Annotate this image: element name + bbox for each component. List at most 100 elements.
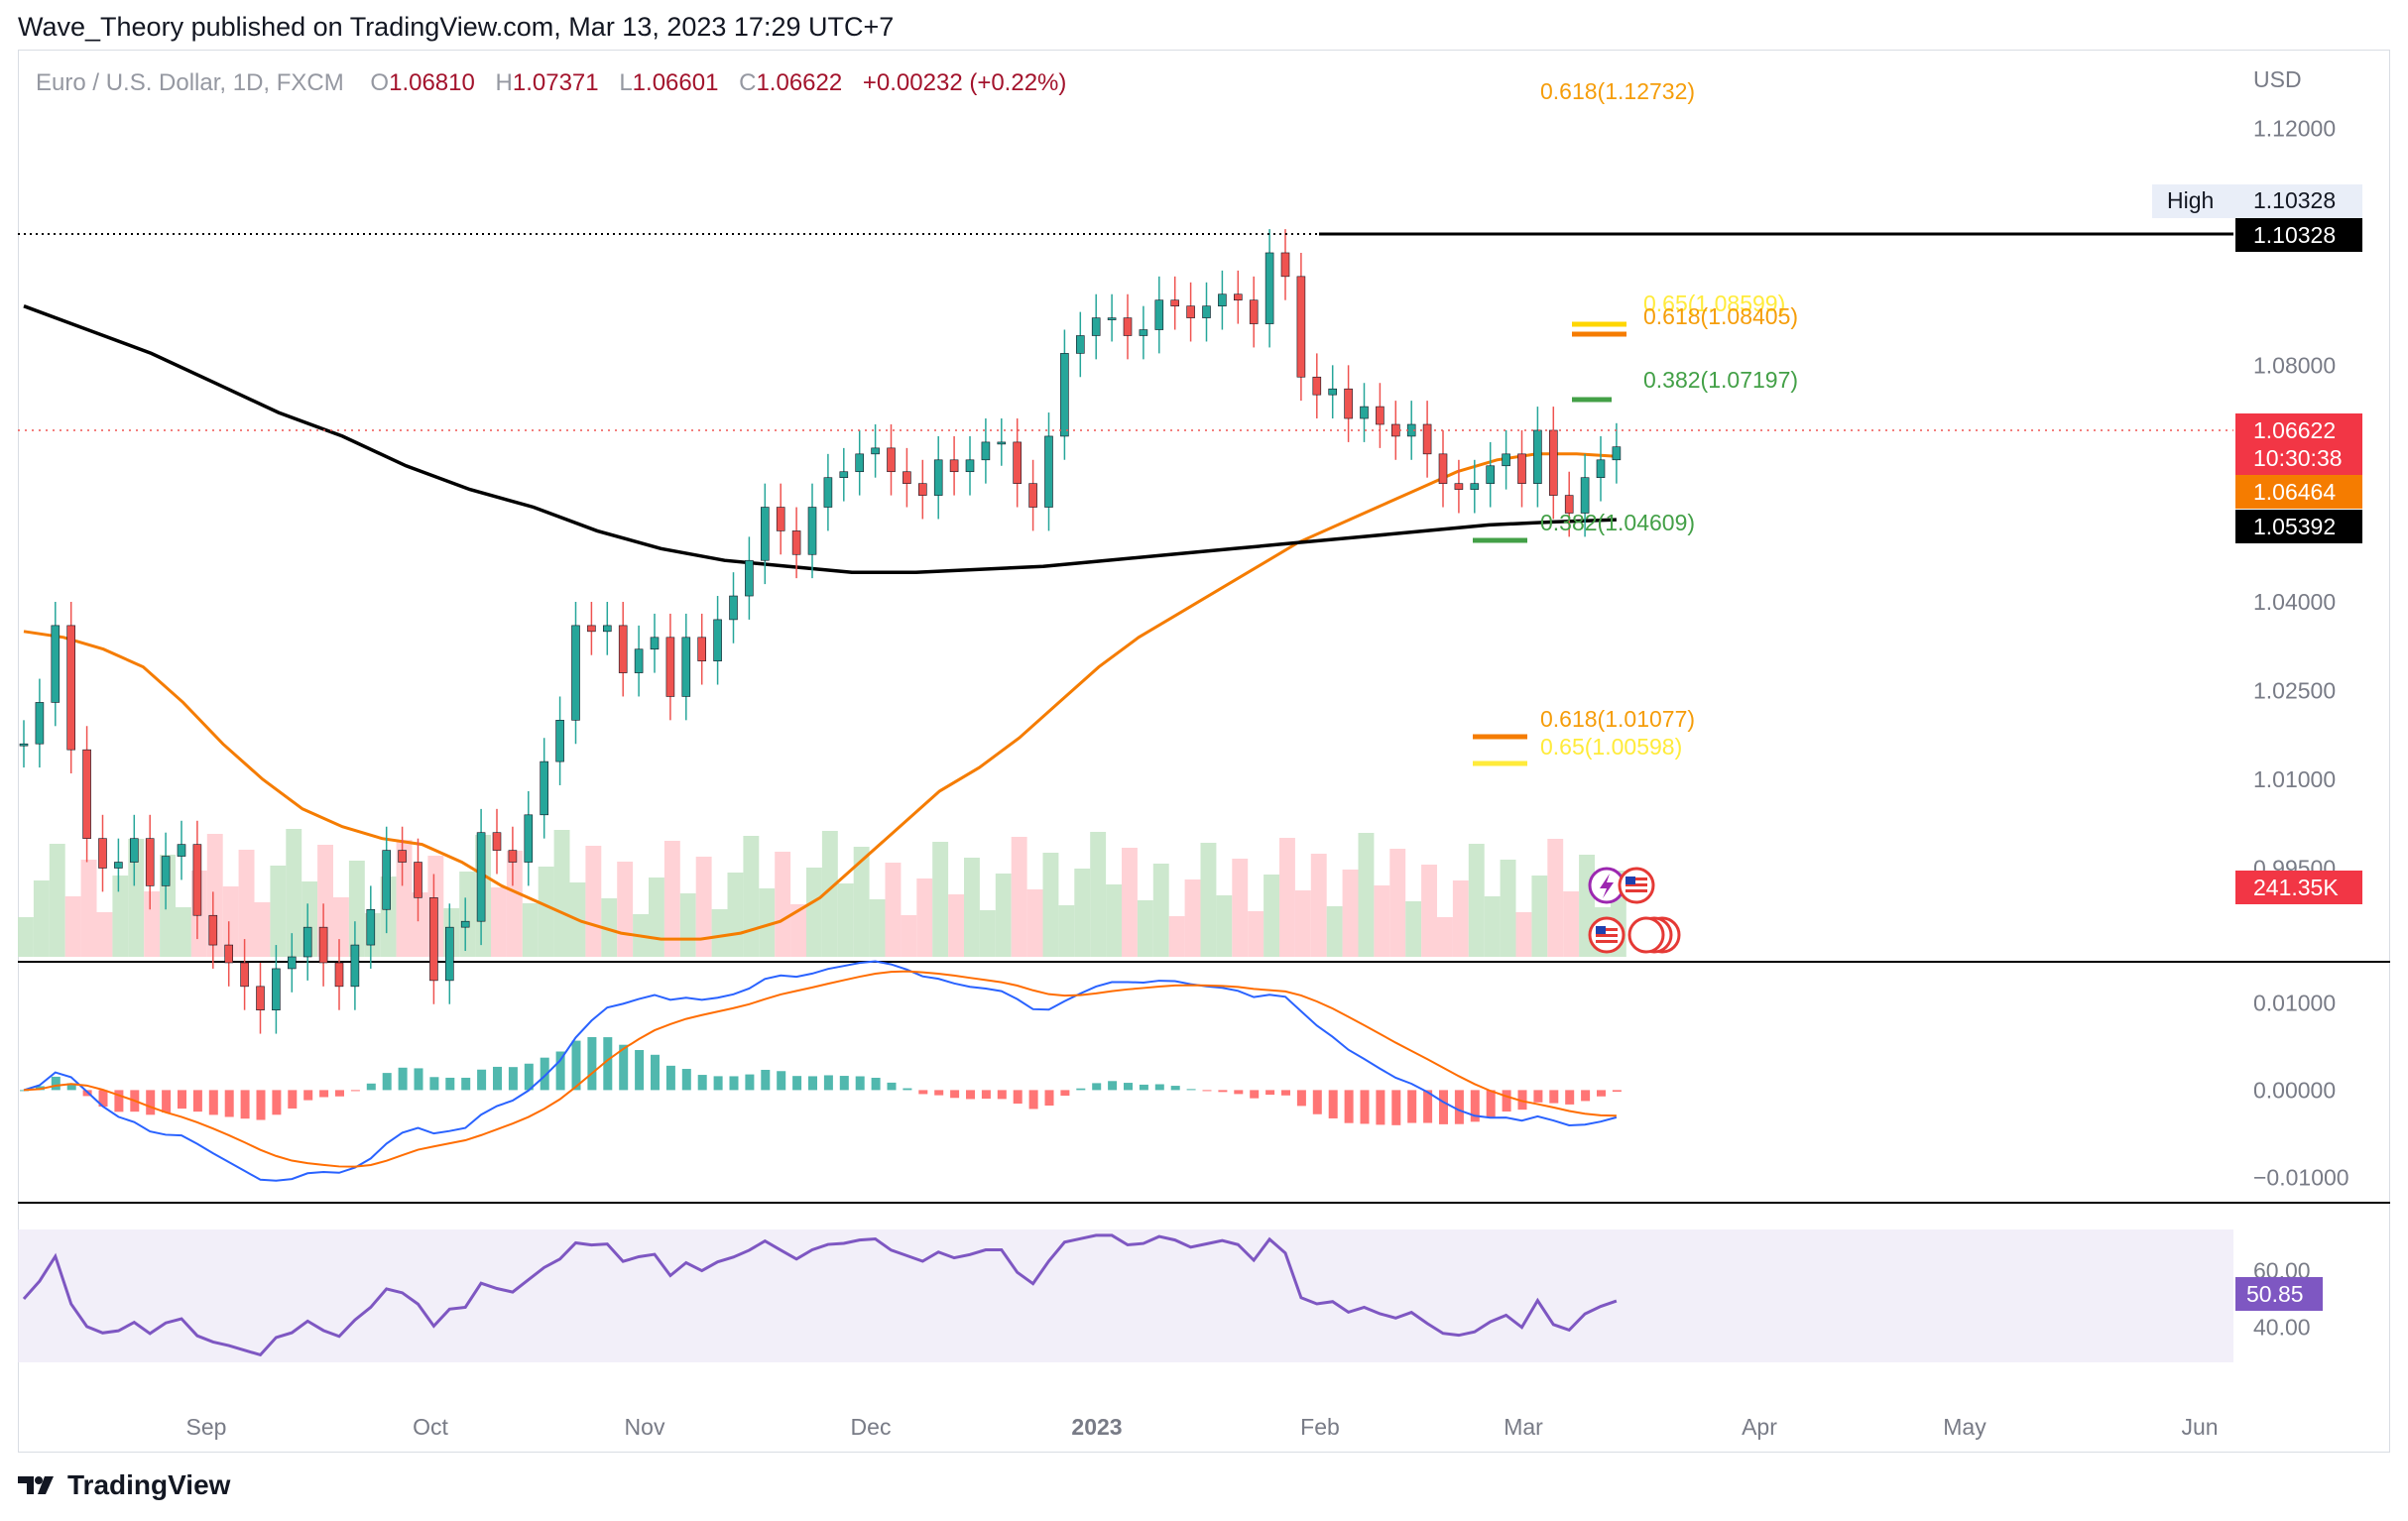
macd-histogram-bar [1154,1084,1164,1091]
volume-bar [1042,853,1059,957]
macd-histogram-bar [651,1054,660,1091]
candle-body [650,637,660,650]
macd-histogram-bar [1028,1090,1038,1110]
macd-histogram-bar [981,1090,991,1100]
volume-bar [790,904,806,957]
us-flag-icon[interactable] [1618,867,1655,904]
time-tick-label: Mar [1504,1414,1543,1440]
volume-bar [348,861,365,957]
volume-bar [585,846,602,957]
time-axis[interactable]: Sep Oct Nov Dec 2023 Feb Mar Apr May Jun [186,1414,2219,1440]
macd-tick-label: 0.00000 [2253,1077,2336,1103]
candle-body [429,897,438,982]
macd-histogram-bar [1407,1090,1417,1123]
candle-body [508,850,518,863]
macd-histogram-bar [288,1090,298,1109]
candle-body [1344,388,1353,419]
us-flag-stack-icon[interactable] [1588,916,1681,954]
macd-histogram-bar [1565,1090,1575,1105]
high-tag-box [2152,184,2362,218]
candle-body [1438,453,1448,484]
macd-histogram-bar [461,1077,471,1091]
volume-bar [1200,843,1217,957]
macd-histogram-bar [1250,1090,1260,1099]
candle-body [287,956,297,970]
candle-body [1170,299,1179,306]
fib-label-5: 0.382(1.04609) [1540,510,1695,535]
macd-histogram-bar [855,1076,865,1091]
candle-body [1060,353,1069,437]
candle-body [1264,252,1274,324]
macd-histogram-bar [1517,1090,1527,1111]
macd-axis[interactable]: 0.01000 0.00000 −0.01000 [2253,990,2349,1190]
candle-body [444,926,454,982]
volume-bar [1358,833,1375,957]
candle-body [1139,329,1148,336]
candle-body [1234,293,1243,301]
volume-bar [916,878,933,957]
volume-bar [1090,832,1107,957]
volume-bar [743,836,760,957]
volume-bar [1152,864,1169,957]
volume-layer [18,829,1626,957]
volume-bar [1515,912,1532,957]
volume-bar [96,912,113,957]
volume-bar [679,893,696,957]
candle-body [823,477,833,508]
candle-body [887,447,896,473]
close-value: 1.06622 [756,69,843,96]
ema200-tag [2235,510,2362,543]
volume-bar [1563,891,1580,957]
candle-body [665,637,675,697]
volume-bar [522,903,539,957]
macd-histogram-bar [224,1090,234,1117]
volume-bar [1437,917,1453,957]
volume-bar [995,874,1012,957]
volume-bar [144,891,161,957]
volume-bar [1547,839,1564,957]
rsi-tag [2235,1277,2323,1311]
macd-histogram-bar [162,1090,172,1113]
macd-histogram-bar [1454,1090,1464,1124]
price-tick-label: 1.04000 [2253,589,2336,615]
price-tick-label: 1.02500 [2253,678,2336,704]
fib-label-1: 0.618(1.12732) [1540,78,1695,104]
candle-body [1013,441,1023,484]
macd-histogram-bar [508,1067,518,1091]
macd-histogram-bar [178,1090,186,1110]
candle-body [19,743,29,747]
candle-body [1091,317,1101,336]
volume-bar [821,831,838,957]
lightning-event-icon[interactable] [1588,867,1625,904]
candle-body [839,471,849,479]
volume-bar [1310,854,1327,957]
macd-histogram-bar [398,1067,408,1091]
volume-bar [18,917,34,957]
macd-histogram-bar [823,1075,833,1091]
candle-body [965,459,975,473]
ema50-value: 1.06464 [2253,479,2336,505]
ema50-tag [2235,475,2362,509]
symbol-name[interactable]: Euro / U.S. Dollar, 1D, FXCM [36,69,344,96]
candle-body [602,625,612,633]
candle-body [161,856,171,886]
brand-footer[interactable]: TradingView [18,1469,230,1501]
volume-bar [553,830,570,957]
price-tick-label: 1.12000 [2253,116,2336,142]
volume-bar [1279,838,1295,957]
macd-histogram-bar [697,1075,707,1091]
volume-bar [1011,837,1027,957]
ema200-value: 1.05392 [2253,514,2336,539]
volume-bar [1168,916,1185,957]
macd-histogram-bar [871,1077,881,1091]
macd-histogram-bar [319,1090,329,1098]
candle-body [1154,299,1164,330]
volume-bar [286,829,302,957]
time-tick-label: 2023 [1071,1414,1122,1440]
time-tick-label: Feb [1300,1414,1340,1440]
ema50-line [23,452,1617,941]
volume-bar [1216,895,1233,957]
rsi-value: 50.85 [2246,1281,2304,1307]
volume-bar [885,863,902,957]
